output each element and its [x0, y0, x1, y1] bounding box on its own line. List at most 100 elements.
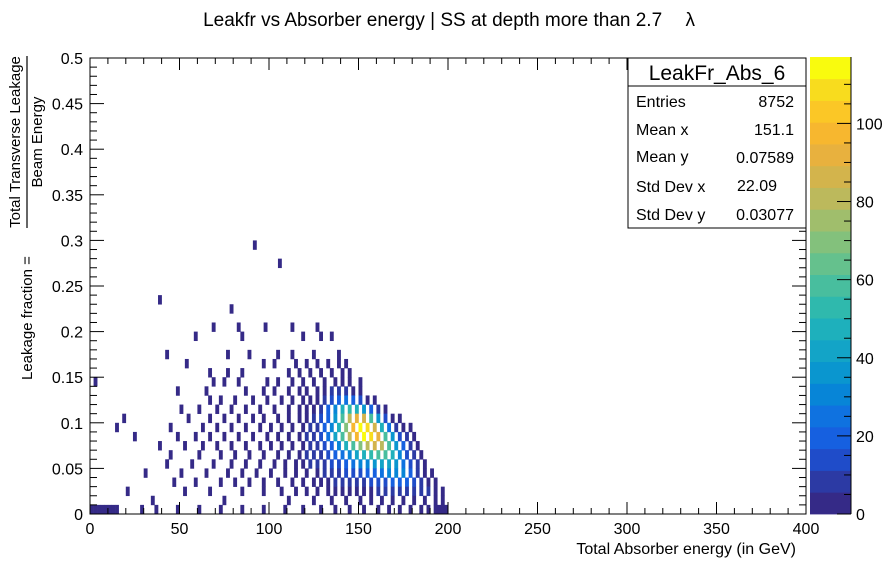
heatmap-cell: [326, 358, 331, 369]
heatmap-cell: [329, 422, 334, 433]
heatmap-cell: [412, 431, 417, 442]
heatmap-cell: [226, 368, 230, 378]
heatmap-cell: [218, 395, 223, 405]
heatmap-cell: [265, 395, 270, 405]
heatmap-cell: [258, 422, 263, 433]
stats-value: 8752: [758, 94, 794, 111]
heatmap-cell: [193, 431, 198, 442]
y-tick-label: 0.5: [61, 51, 83, 68]
heatmap-cell: [315, 459, 320, 469]
heatmap-cell: [376, 477, 381, 487]
heatmap-cell: [301, 459, 306, 469]
heatmap-cell: [218, 504, 223, 515]
heatmap-cell: [351, 441, 356, 451]
heatmap-cell: [165, 459, 170, 469]
heatmap-cell: [158, 295, 162, 305]
heatmap-cell: [365, 468, 370, 478]
y-axis-title-numerator: Total Transverse Leakage: [7, 56, 24, 228]
heatmap-cell: [252, 240, 257, 250]
heatmap-cell: [387, 422, 392, 433]
y-tick-label: 0.05: [52, 461, 83, 478]
heatmap-cell: [397, 450, 402, 460]
heatmap-cell: [186, 413, 191, 424]
heatmap-cell: [263, 322, 268, 332]
color-scale-segment: [810, 144, 851, 167]
heatmap-cell: [376, 413, 381, 424]
heatmap-cell: [387, 441, 392, 451]
heatmap-cell: [397, 486, 402, 497]
heatmap-cell: [412, 495, 417, 506]
heatmap-cell: [319, 404, 323, 414]
heatmap-cell: [333, 377, 338, 387]
chart-title-text: Leakfr vs Absorber energy | SS at depth …: [203, 10, 662, 31]
heatmap-cell: [376, 431, 381, 442]
heatmap-cell: [258, 404, 263, 414]
stats-box-name: LeakFr_Abs_6: [649, 62, 786, 85]
heatmap-cell: [383, 413, 388, 424]
heatmap-cell: [315, 358, 320, 369]
heatmap-cell: [358, 386, 363, 396]
x-tick-label: 400: [793, 521, 820, 538]
y-axis-title: Leakage fraction = Total Transverse Leak…: [7, 56, 46, 380]
heatmap-cell: [311, 377, 316, 387]
heatmap-cell: [376, 404, 381, 414]
stats-value: 0.03077: [736, 207, 794, 224]
heatmap-cell: [333, 504, 338, 515]
heatmap-cell: [100, 504, 105, 515]
heatmap-cell: [236, 377, 241, 387]
heatmap-cell: [322, 459, 327, 469]
heatmap-cell: [354, 413, 359, 424]
heatmap-cell: [372, 422, 377, 433]
heatmap-cell: [365, 441, 370, 451]
heatmap-cell: [233, 477, 238, 487]
heatmap-cell: [197, 504, 202, 515]
color-scale-bar: [810, 57, 851, 515]
heatmap-cell: [365, 395, 370, 405]
heatmap-cell: [276, 349, 281, 360]
stats-value: 151.1: [754, 122, 794, 139]
heatmap-cell: [340, 368, 345, 378]
heatmap-cell: [150, 495, 155, 506]
heatmap-cell: [269, 468, 273, 478]
heatmap-cell: [132, 431, 137, 442]
heatmap-cell: [440, 486, 445, 497]
heatmap-cell: [122, 413, 127, 424]
y-tick-label: 0.1: [61, 416, 83, 433]
heatmap-cell: [279, 486, 284, 497]
heatmap-cell: [412, 450, 417, 460]
heatmap-cell: [387, 468, 392, 478]
heatmap-cell: [111, 504, 116, 515]
heatmap-cell: [362, 504, 366, 515]
heatmap-cell: [143, 468, 148, 478]
color-scale-segment: [810, 252, 851, 276]
heatmap-cell: [340, 477, 345, 487]
heatmap-cell: [344, 468, 349, 478]
heatmap-cell: [276, 413, 281, 424]
chart-title: Leakfr vs Absorber energy | SS at depth …: [203, 10, 695, 31]
heatmap-cell: [365, 459, 370, 469]
color-scale-segment: [810, 383, 851, 406]
heatmap-cell: [347, 486, 352, 497]
heatmap-cell: [286, 386, 291, 396]
heatmap-cell: [222, 431, 227, 442]
color-scale: 0 20 40 60 80 100: [810, 57, 883, 524]
heatmap-cell: [347, 450, 352, 460]
heatmap-cell: [218, 477, 223, 487]
heatmap-cell: [286, 450, 291, 460]
color-scale-segment: [810, 318, 851, 341]
heatmap-cell: [140, 504, 144, 515]
heatmap-cell: [200, 441, 205, 451]
heatmap-cell: [401, 495, 406, 506]
heatmap-cell: [175, 431, 180, 442]
heatmap-cell: [175, 504, 180, 515]
heatmap-cell: [304, 358, 309, 369]
heatmap-cell: [272, 358, 277, 369]
heatmap-cell: [243, 422, 248, 433]
heatmap-cell: [179, 468, 184, 478]
heatmap-cell: [326, 450, 331, 460]
color-scale-label: 0: [856, 507, 865, 524]
heatmap-cell: [200, 422, 205, 433]
heatmap-cell: [304, 450, 309, 460]
heatmap-cell: [415, 459, 420, 469]
heatmap-cell: [315, 422, 320, 433]
